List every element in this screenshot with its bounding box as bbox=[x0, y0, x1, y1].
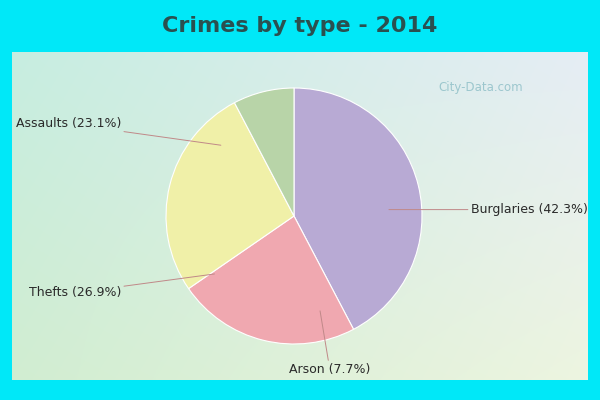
Text: Crimes by type - 2014: Crimes by type - 2014 bbox=[163, 16, 437, 36]
Wedge shape bbox=[294, 88, 422, 329]
Text: Assaults (23.1%): Assaults (23.1%) bbox=[16, 117, 221, 145]
Text: Burglaries (42.3%): Burglaries (42.3%) bbox=[389, 203, 587, 216]
Wedge shape bbox=[166, 103, 294, 289]
Text: Arson (7.7%): Arson (7.7%) bbox=[289, 311, 371, 376]
Text: City-Data.com: City-Data.com bbox=[438, 82, 523, 94]
Wedge shape bbox=[188, 216, 353, 344]
Text: Thefts (26.9%): Thefts (26.9%) bbox=[29, 274, 214, 299]
Wedge shape bbox=[235, 88, 294, 216]
